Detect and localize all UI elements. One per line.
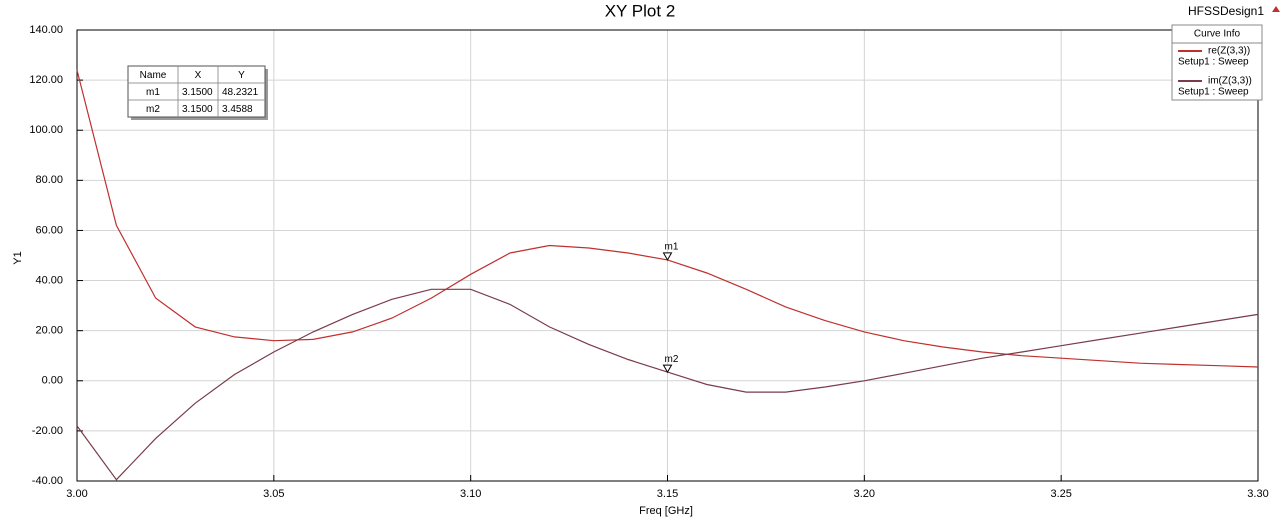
plot-frame: [76, 29, 1259, 482]
x-tick-label: 3.05: [263, 488, 284, 500]
x-tick-label: 3.20: [854, 488, 875, 500]
table-value: m1: [146, 87, 160, 98]
legend-setup: Setup1 : Sweep: [1178, 57, 1249, 68]
x-tick-label: 3.15: [657, 488, 678, 500]
design-name: HFSSDesign1: [1188, 4, 1264, 18]
x-tick-label: 3.10: [460, 488, 481, 500]
marker-triangle: [662, 364, 673, 374]
y-tick-label: 100.00: [29, 124, 63, 136]
y-tick-label: 40.00: [35, 274, 63, 286]
y-tick-label: -40.00: [32, 475, 63, 487]
table-header: X: [195, 70, 202, 81]
y-tick-label: 20.00: [35, 325, 63, 337]
table-value: 3.4588: [222, 104, 253, 115]
x-tick-label: 3.00: [66, 488, 87, 500]
legend-label: re(Z(3,3)): [1208, 46, 1250, 57]
table-value: 3.1500: [182, 104, 213, 115]
table-value: m2: [146, 104, 160, 115]
x-tick-label: 3.25: [1050, 488, 1071, 500]
marker-table: [127, 65, 266, 118]
marker-label: m2: [665, 354, 679, 365]
legend-label: im(Z(3,3)): [1208, 76, 1252, 87]
table-value: 48.2321: [222, 87, 259, 98]
y-tick-label: 80.00: [35, 174, 63, 186]
legend-title: Curve Info: [1194, 29, 1241, 40]
y-tick-label: 120.00: [29, 74, 63, 86]
x-axis-title: Freq [GHz]: [639, 505, 693, 517]
table-cell: [217, 99, 266, 118]
legend-setup: Setup1 : Sweep: [1178, 87, 1249, 98]
marker-triangle: [662, 252, 673, 261]
table-header: Y: [238, 70, 245, 81]
table-value: 3.1500: [182, 87, 213, 98]
collapse-icon[interactable]: [1272, 6, 1280, 12]
y-tick-label: -20.00: [32, 425, 63, 437]
y-tick-label: 0.00: [42, 375, 63, 387]
y-tick-label: 60.00: [35, 224, 63, 236]
y-tick-label: 140.00: [29, 24, 63, 36]
y-axis-title: Y1: [12, 251, 24, 264]
marker-label: m1: [665, 242, 679, 253]
chart-title: XY Plot 2: [605, 1, 676, 20]
table-header: Name: [140, 70, 167, 81]
legend-box: [1171, 24, 1263, 101]
x-tick-label: 3.30: [1247, 488, 1268, 500]
